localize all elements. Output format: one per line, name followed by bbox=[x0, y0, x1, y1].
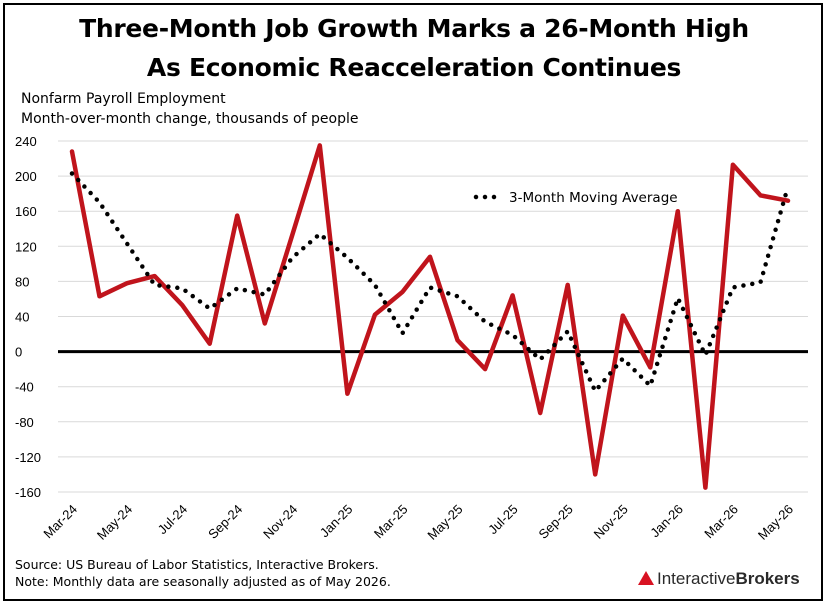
x-tick-label: May-25 bbox=[424, 502, 465, 543]
series-line-moving-average bbox=[69, 171, 791, 394]
gridlines bbox=[58, 140, 808, 493]
series-group bbox=[69, 143, 791, 490]
legend-label-moving-average: 3-Month Moving Average bbox=[509, 190, 678, 206]
chart-subtitle-line1: Nonfarm Payroll Employment bbox=[21, 91, 226, 107]
y-tick-label: 200 bbox=[15, 169, 37, 184]
x-tick-label: Jul-25 bbox=[485, 502, 521, 538]
x-axis-ticks: Mar-24 May-24 Jul-24 Sep-24 Nov-24 Jan-25 Mar-… bbox=[40, 502, 796, 543]
y-tick-label: 120 bbox=[15, 239, 37, 254]
x-tick-label: Jan-25 bbox=[317, 502, 356, 541]
interactive-brokers-logo: InteractiveBrokers bbox=[638, 569, 800, 589]
y-axis-ticks: 240 200 160 120 80 40 0 -40 -80 -120 -160 bbox=[15, 134, 41, 500]
x-tick-label: May-26 bbox=[755, 502, 796, 543]
chart-title-line2: As Economic Reacceleration Continues bbox=[146, 53, 682, 82]
logo-text-part1: Interactive bbox=[657, 569, 736, 588]
y-tick-label: 40 bbox=[15, 310, 29, 325]
x-tick-label: May-24 bbox=[94, 502, 135, 543]
y-tick-label: 160 bbox=[15, 204, 37, 219]
x-tick-label: Jul-24 bbox=[155, 502, 191, 538]
x-tick-label: Sep-24 bbox=[205, 502, 245, 542]
logo-mark-icon bbox=[638, 571, 654, 585]
y-tick-label: 80 bbox=[15, 274, 29, 289]
chart-title-line1: Three-Month Job Growth Marks a 26-Month … bbox=[79, 14, 749, 43]
x-tick-label: Mar-24 bbox=[40, 502, 80, 542]
x-tick-label: Sep-25 bbox=[536, 502, 576, 542]
series-line-payrolls bbox=[69, 143, 791, 490]
y-tick-label: -40 bbox=[15, 380, 34, 395]
x-tick-label: Mar-25 bbox=[371, 502, 411, 542]
source-note: Source: US Bureau of Labor Statistics, I… bbox=[15, 557, 379, 572]
y-tick-label: 0 bbox=[15, 345, 22, 360]
logo-text-part2: Brokers bbox=[735, 569, 800, 588]
x-tick-label: Nov-25 bbox=[591, 502, 631, 542]
legend: 3-Month Moving Average bbox=[473, 190, 678, 206]
y-tick-label: -80 bbox=[15, 415, 34, 430]
x-tick-label: Jan-26 bbox=[647, 502, 686, 541]
y-tick-label: -120 bbox=[15, 450, 41, 465]
chart-subtitle-line2: Month-over-month change, thousands of pe… bbox=[21, 111, 359, 127]
x-tick-label: Nov-24 bbox=[260, 502, 300, 542]
y-tick-label: 240 bbox=[15, 134, 37, 149]
x-tick-label: Mar-26 bbox=[701, 502, 741, 542]
y-tick-label: -160 bbox=[15, 485, 41, 500]
seasonal-adjustment-note: Note: Monthly data are seasonally adjust… bbox=[15, 574, 391, 589]
